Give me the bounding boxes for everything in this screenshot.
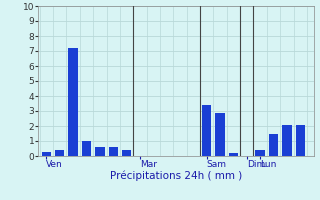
Bar xyxy=(95,147,105,156)
Bar xyxy=(269,134,278,156)
Bar xyxy=(108,147,118,156)
Bar xyxy=(122,150,131,156)
Bar xyxy=(282,124,292,156)
X-axis label: Précipitations 24h ( mm ): Précipitations 24h ( mm ) xyxy=(110,171,242,181)
Bar xyxy=(296,124,305,156)
Bar xyxy=(42,152,51,156)
Bar xyxy=(55,150,64,156)
Bar xyxy=(202,105,212,156)
Bar xyxy=(68,48,78,156)
Bar xyxy=(215,112,225,156)
Bar xyxy=(255,150,265,156)
Bar xyxy=(82,141,91,156)
Bar xyxy=(229,153,238,156)
